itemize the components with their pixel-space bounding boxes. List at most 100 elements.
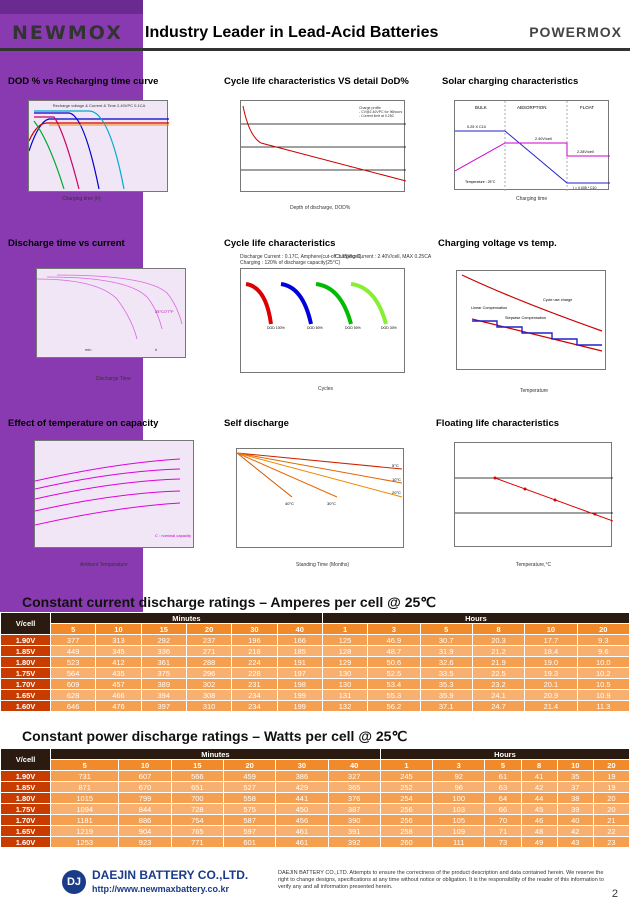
current-ratings-table: V/cell Minutes Hours 5 10 15 20 30 40 1 3 5 8 10 20… [0, 612, 630, 712]
table-cell: 245 [379, 770, 434, 782]
table-cell: 10.2 [576, 667, 630, 679]
table-cell: 435 [95, 667, 142, 679]
chart-charging-temp-svg: Cycle use charge Linear Compensation Ste… [461, 274, 603, 352]
table-cell: 20.3 [471, 634, 526, 646]
table-cell: 607 [118, 770, 172, 782]
table-cell: 628 [49, 689, 97, 701]
table-cell: 313 [95, 634, 142, 646]
col-header: 20 [576, 623, 630, 635]
table-cell: 49 [520, 836, 558, 848]
table-cell: 292 [140, 634, 187, 646]
table-cell: 20.1 [524, 678, 578, 690]
col-header: 1 [379, 759, 434, 771]
row-voltage: 1.90V [0, 634, 51, 646]
table-cell: 73 [484, 836, 522, 848]
table-cell: 32.6 [419, 656, 473, 668]
table-row: 1.90V 377 313 292 237 196 166 125 46.9 30.7 20.3 17… [0, 634, 630, 646]
table-row: 1.80V 1015 799 700 558 441 376 254 100 64 44 38 20 [0, 792, 630, 804]
chart-title-cycle-dod: Cycle life characteristics VS detail DoD… [224, 76, 409, 87]
page-number: 2 [611, 888, 618, 900]
table-cell: 386 [275, 770, 329, 782]
table-cell: 391 [327, 825, 381, 837]
table-cell: 46.9 [367, 634, 421, 646]
current-hours-header: Hours [321, 612, 630, 624]
chart3-absorption: ABSORPTION [517, 105, 547, 110]
chart6-lin: Linear Compensation [471, 306, 507, 310]
table-cell: 23.2 [471, 678, 526, 690]
table-cell: 461 [275, 825, 329, 837]
table-cell: 45 [520, 803, 558, 815]
table-row: 1.85V 449 345 336 271 218 185 128 48.7 31.9 21.2 18… [0, 645, 630, 657]
table-cell: 48 [520, 825, 558, 837]
chart-discharge: 25°C/77°F min h [36, 268, 186, 358]
chart2-note2: - CV@2.40VPC for 96hours [359, 110, 402, 114]
footer-url[interactable]: http://www.newmaxbattery.co.kr [92, 884, 230, 894]
table-row: 1.70V 609 457 389 302 231 198 130 53.4 35.3 23.2 20… [0, 678, 630, 690]
table-cell: 132 [321, 700, 369, 712]
col-header: 3 [432, 759, 486, 771]
chart-charging-temp: Cycle use charge Linear Compensation Ste… [456, 270, 606, 370]
power-minutes-header: Minutes [50, 748, 381, 760]
col-header: 8 [471, 623, 526, 635]
table-cell: 37.1 [419, 700, 473, 712]
table-cell: 387 [327, 803, 381, 815]
row-voltage: 1.90V [0, 770, 51, 782]
table-cell: 336 [140, 645, 187, 657]
chart4-h: h [155, 347, 157, 352]
table-row: 1.65V 1219 904 765 597 461 391 258 109 71 48 42 22 [0, 825, 630, 837]
table-cell: 394 [140, 689, 187, 701]
table-cell: 55.3 [367, 689, 421, 701]
page-header: NEWMOX Industry Leader in Lead-Acid Batt… [0, 18, 630, 48]
table-cell: 199 [276, 700, 323, 712]
table-cell: 191 [276, 656, 323, 668]
table-cell: 22 [592, 825, 630, 837]
powermox-logo: POWERMOX [529, 24, 622, 40]
table-cell: 21 [592, 814, 630, 826]
table-cell: 53.4 [367, 678, 421, 690]
table-cell: 1181 [49, 814, 120, 826]
row-voltage: 1.80V [0, 656, 51, 668]
table-cell: 33.5 [419, 667, 473, 679]
table-cell: 10.0 [576, 656, 630, 668]
table-cell: 111 [432, 836, 486, 848]
table-cell: 105 [432, 814, 486, 826]
chart6-step: Stepwise Compensation [505, 316, 546, 320]
table-cell: 70 [484, 814, 522, 826]
table-cell: 456 [275, 814, 329, 826]
table-cell: 23 [592, 836, 630, 848]
table-cell: 39 [556, 803, 594, 815]
table-cell: 109 [432, 825, 486, 837]
chart-floating-life [454, 442, 614, 547]
chart5-l1: DOD 100% [267, 326, 285, 330]
table-cell: 731 [49, 770, 120, 782]
table-cell: 24.7 [471, 700, 526, 712]
table-cell: 40 [556, 814, 594, 826]
chart4-temp: 25°C/77°F [155, 309, 174, 314]
chart-discharge-svg: 25°C/77°F min h [36, 274, 183, 352]
table-cell: 130 [321, 678, 369, 690]
chart-temp-capacity: C : nominal capacity [34, 440, 194, 548]
table-cell: 185 [276, 645, 323, 657]
col-header: 20 [222, 759, 277, 771]
table-cell: 63 [484, 781, 522, 793]
table-cell: 288 [185, 656, 233, 668]
table-cell: 450 [275, 803, 329, 815]
col-header: 40 [276, 623, 323, 635]
table-cell: 199 [276, 689, 323, 701]
table-cell: 397 [140, 700, 187, 712]
table-cell: 799 [118, 792, 172, 804]
table-cell: 131 [321, 689, 369, 701]
table-cell: 10.9 [576, 689, 630, 701]
chart-subtitle: Recharge voltage & Current & Time 2.40VP… [53, 103, 146, 108]
table-cell: 92 [432, 770, 486, 782]
table-cell: 523 [49, 656, 97, 668]
table-cell: 441 [275, 792, 329, 804]
table-cell: 128 [321, 645, 369, 657]
chart4-min: min [85, 347, 91, 352]
chart-self-discharge: 5°C 10°C 20°C 40°C 30°C [236, 448, 404, 548]
page-footer: DJ DAEJIN BATTERY CO.,LTD. http://www.ne… [0, 862, 630, 910]
chart-cycle-dod: Charge profile - CV@2.40VPC for 96hours … [240, 100, 407, 192]
row-voltage: 1.85V [0, 781, 51, 793]
chart7-note: C : nominal capacity [155, 533, 191, 538]
chart5-note3: Charging Current : 2.40V/cell, MAX 0.25C… [335, 254, 432, 260]
